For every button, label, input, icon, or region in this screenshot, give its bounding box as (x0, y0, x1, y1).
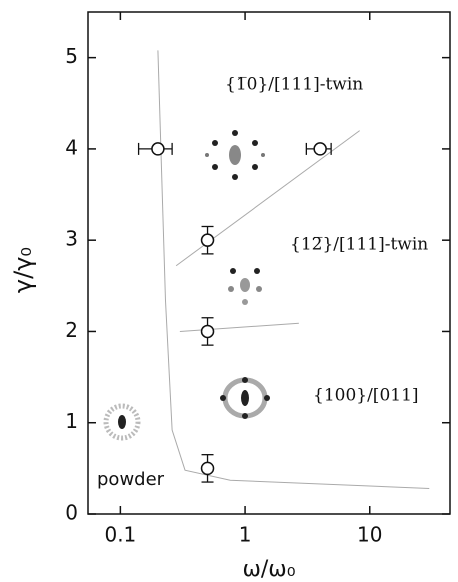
data-point (200, 324, 215, 339)
y-tick-label: 2 (65, 318, 78, 342)
y-tick-label: 0 (65, 501, 78, 525)
x-tick-label: 1 (239, 523, 252, 547)
y-tick-label: 1 (65, 409, 78, 433)
diffraction-patterns (103, 130, 270, 441)
annotation: {12̅}/[111]-twin (290, 235, 428, 255)
data-point (151, 142, 165, 156)
y-tick-label: 3 (65, 227, 78, 251)
boundary-line (157, 50, 430, 489)
data-point (313, 142, 327, 156)
annotation: {100}/[011] (313, 386, 419, 406)
annotation: powder (97, 469, 165, 490)
y-tick-label: 4 (65, 135, 78, 159)
plot-frame (87, 11, 451, 515)
data-point (200, 233, 215, 247)
x-axis-label: ω/ω₀ (242, 557, 295, 582)
y-axis-label: γ/γ₀ (9, 247, 37, 293)
boundary-line (179, 322, 299, 332)
data-point (200, 461, 215, 476)
x-tick-label: 10 (357, 523, 382, 547)
y-tick-label: 5 (65, 44, 78, 68)
x-tick-label: 0.1 (104, 523, 136, 547)
annotation: {1̅0}/[111]-twin (225, 75, 363, 95)
